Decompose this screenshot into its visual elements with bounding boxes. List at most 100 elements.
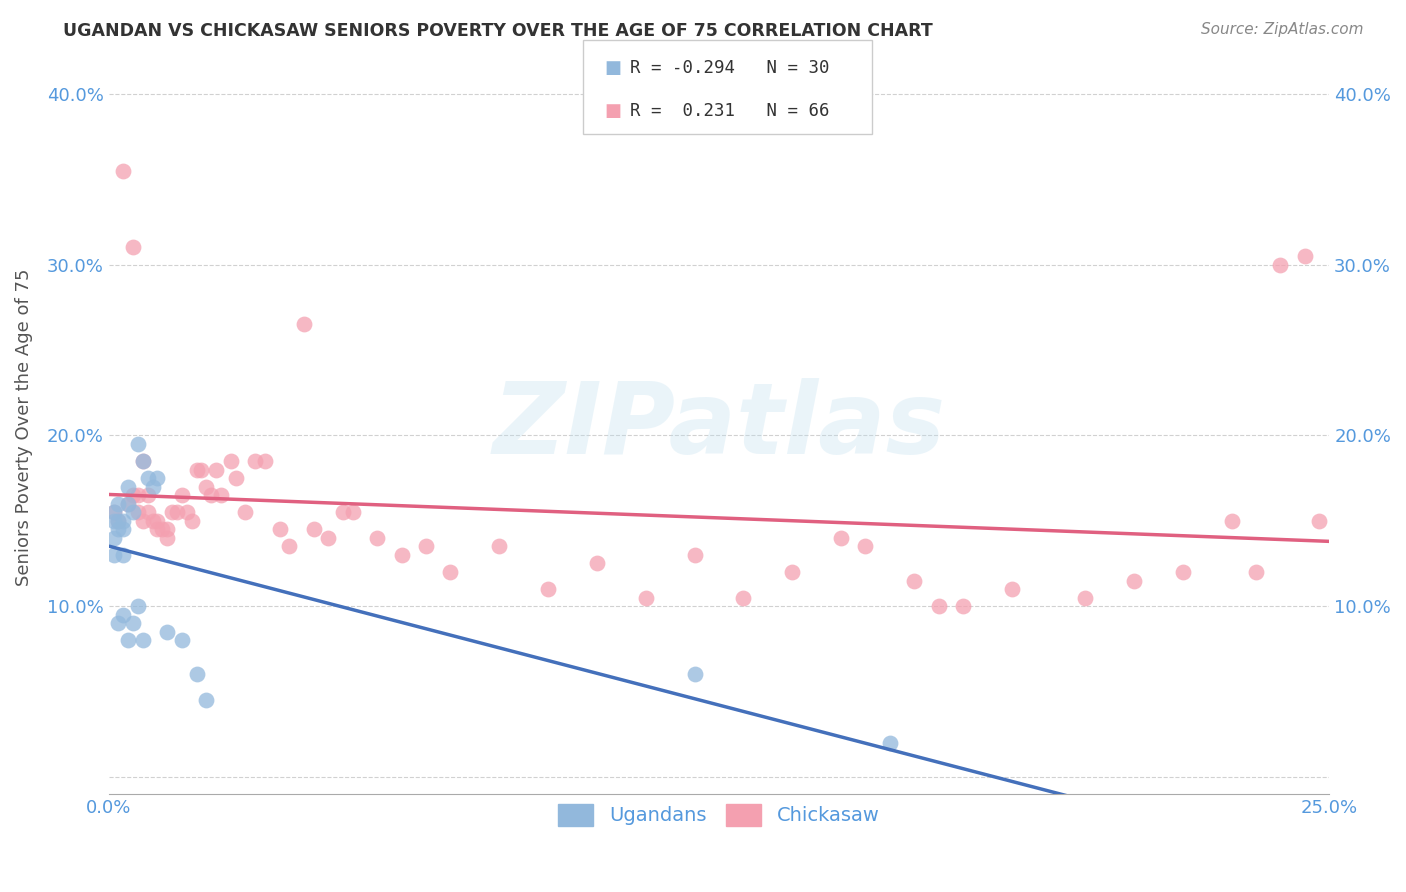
Point [146, 522, 169, 536]
Point [683, 548, 706, 562]
Text: ZIPatlas: ZIPatlas [492, 378, 945, 475]
Point [142, 514, 165, 528]
Text: ■: ■ [605, 102, 621, 120]
Legend: Ugandans, Chickasaw: Ugandans, Chickasaw [548, 794, 889, 836]
Point [146, 471, 169, 485]
Point [112, 607, 135, 622]
Point [170, 633, 193, 648]
Point [190, 462, 212, 476]
Point [1123, 574, 1146, 588]
Point [150, 522, 173, 536]
Point [439, 565, 461, 579]
Point [1294, 249, 1316, 263]
Point [1308, 514, 1330, 528]
Point [166, 505, 188, 519]
Point [780, 565, 803, 579]
Point [253, 454, 276, 468]
Point [318, 531, 340, 545]
Point [219, 454, 242, 468]
Point [243, 454, 266, 468]
Point [112, 514, 135, 528]
Point [176, 505, 198, 519]
Point [117, 497, 139, 511]
Point [186, 462, 208, 476]
Point [233, 505, 256, 519]
Point [136, 488, 159, 502]
Point [225, 471, 247, 485]
Point [107, 522, 129, 536]
Point [146, 514, 169, 528]
Point [132, 454, 155, 468]
Point [366, 531, 388, 545]
Point [122, 488, 145, 502]
Point [1220, 514, 1243, 528]
Point [634, 591, 657, 605]
Point [142, 480, 165, 494]
Point [103, 505, 125, 519]
Point [122, 505, 145, 519]
Point [586, 557, 609, 571]
Point [180, 514, 202, 528]
Point [127, 437, 149, 451]
Point [683, 667, 706, 681]
Point [1074, 591, 1097, 605]
Y-axis label: Seniors Poverty Over the Age of 75: Seniors Poverty Over the Age of 75 [15, 268, 32, 585]
Point [830, 531, 852, 545]
Point [200, 488, 222, 502]
Point [1171, 565, 1194, 579]
Point [127, 488, 149, 502]
Point [112, 548, 135, 562]
Point [391, 548, 413, 562]
Point [127, 505, 149, 519]
Point [103, 548, 125, 562]
Point [292, 318, 315, 332]
Point [132, 514, 155, 528]
Point [733, 591, 755, 605]
Point [132, 633, 155, 648]
Text: Source: ZipAtlas.com: Source: ZipAtlas.com [1201, 22, 1364, 37]
Point [186, 667, 208, 681]
Point [342, 505, 364, 519]
Point [488, 540, 510, 554]
Point [156, 522, 179, 536]
Point [107, 497, 129, 511]
Point [1001, 582, 1024, 596]
Point [903, 574, 925, 588]
Point [195, 693, 218, 707]
Point [103, 531, 125, 545]
Point [209, 488, 232, 502]
Point [332, 505, 354, 519]
Point [107, 514, 129, 528]
Point [107, 514, 129, 528]
Point [415, 540, 437, 554]
Point [160, 505, 183, 519]
Point [103, 514, 125, 528]
Point [156, 531, 179, 545]
Point [107, 616, 129, 631]
Point [112, 522, 135, 536]
Point [269, 522, 291, 536]
Text: UGANDAN VS CHICKASAW SENIORS POVERTY OVER THE AGE OF 75 CORRELATION CHART: UGANDAN VS CHICKASAW SENIORS POVERTY OVE… [63, 22, 934, 40]
Point [156, 624, 179, 639]
Point [112, 163, 135, 178]
Point [537, 582, 560, 596]
Point [855, 540, 877, 554]
Point [117, 633, 139, 648]
Point [117, 497, 139, 511]
Point [928, 599, 950, 614]
Point [1244, 565, 1267, 579]
Text: R =  0.231   N = 66: R = 0.231 N = 66 [630, 102, 830, 120]
Point [952, 599, 974, 614]
Point [136, 505, 159, 519]
Text: ■: ■ [605, 60, 621, 78]
Point [127, 599, 149, 614]
Point [103, 505, 125, 519]
Point [195, 480, 218, 494]
Text: R = -0.294   N = 30: R = -0.294 N = 30 [630, 60, 830, 78]
Point [278, 540, 301, 554]
Point [302, 522, 325, 536]
Point [170, 488, 193, 502]
Point [132, 454, 155, 468]
Point [136, 471, 159, 485]
Point [117, 480, 139, 494]
